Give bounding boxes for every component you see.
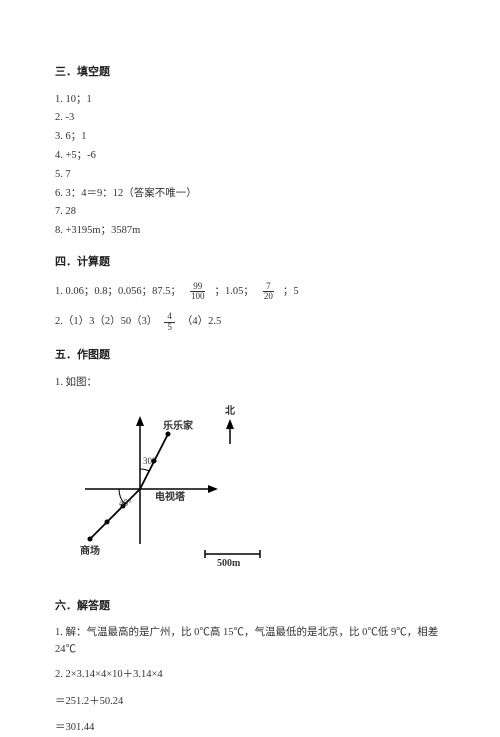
fraction-den: 5 — [164, 323, 175, 333]
label-mall: 商场 — [80, 544, 100, 560]
fraction: 99 100 — [188, 282, 208, 303]
fill-item: 8. +3195m；3587m — [55, 223, 445, 240]
calc-line-1: 1. 0.06；0.8；0.056；87.5； 99 100 ；1.05； 7 … — [55, 282, 445, 303]
fill-item: 1. 10；1 — [55, 92, 445, 109]
label-scale: 500m — [217, 556, 240, 572]
fraction: 7 20 — [261, 282, 276, 303]
solve-q2b: ＝251.2＋50.24 — [55, 694, 445, 711]
solve-q2c: ＝301.44 — [55, 720, 445, 737]
calc-line-2: 2.（1）3（2）50（3） 4 5 （4）2.5 — [55, 312, 445, 333]
fraction-den: 100 — [188, 292, 208, 302]
fraction-den: 20 — [261, 292, 276, 302]
fraction: 4 5 — [164, 312, 175, 333]
section-draw-title: 五．作图题 — [55, 347, 445, 365]
fill-item: 2. -3 — [55, 110, 445, 127]
section-calc-title: 四．计算题 — [55, 254, 445, 272]
calc-text: 1. 0.06；0.8；0.056；87.5； — [55, 284, 181, 301]
label-lele: 乐乐家 — [163, 419, 193, 435]
section-solve-title: 六．解答题 — [55, 598, 445, 616]
label-tower: 电视塔 — [155, 490, 185, 506]
draw-intro: 1. 如图： — [55, 375, 445, 392]
calc-text: ；5 — [283, 284, 299, 301]
solve-q1: 1. 解：气温最高的是广州，比 0℃高 15℃，气温最低的是北京，比 0℃低 9… — [55, 625, 445, 659]
fill-item: 7. 28 — [55, 204, 445, 221]
label-angle30: 30° — [143, 454, 156, 468]
fill-item: 3. 6；1 — [55, 129, 445, 146]
calc-text: 2.（1）3（2）50（3） — [55, 314, 157, 331]
fill-answers: 1. 10；1 2. -3 3. 6；1 4. +5；-6 5. 7 6. 3：… — [55, 92, 445, 240]
fill-item: 5. 7 — [55, 167, 445, 184]
diagram: 乐乐家 北 30° 45° 电视塔 商场 500m — [65, 404, 275, 584]
label-north: 北 — [225, 404, 235, 420]
solve-q2a: 2. 2×3.14×4×10＋3.14×4 — [55, 667, 445, 684]
fill-item: 4. +5；-6 — [55, 148, 445, 165]
calc-text: （4）2.5 — [182, 314, 221, 331]
fill-item: 6. 3：4＝9：12（答案不唯一） — [55, 186, 445, 203]
calc-text: ；1.05； — [215, 284, 254, 301]
section-fill-title: 三．填空题 — [55, 64, 445, 82]
label-angle45: 45° — [119, 496, 132, 510]
